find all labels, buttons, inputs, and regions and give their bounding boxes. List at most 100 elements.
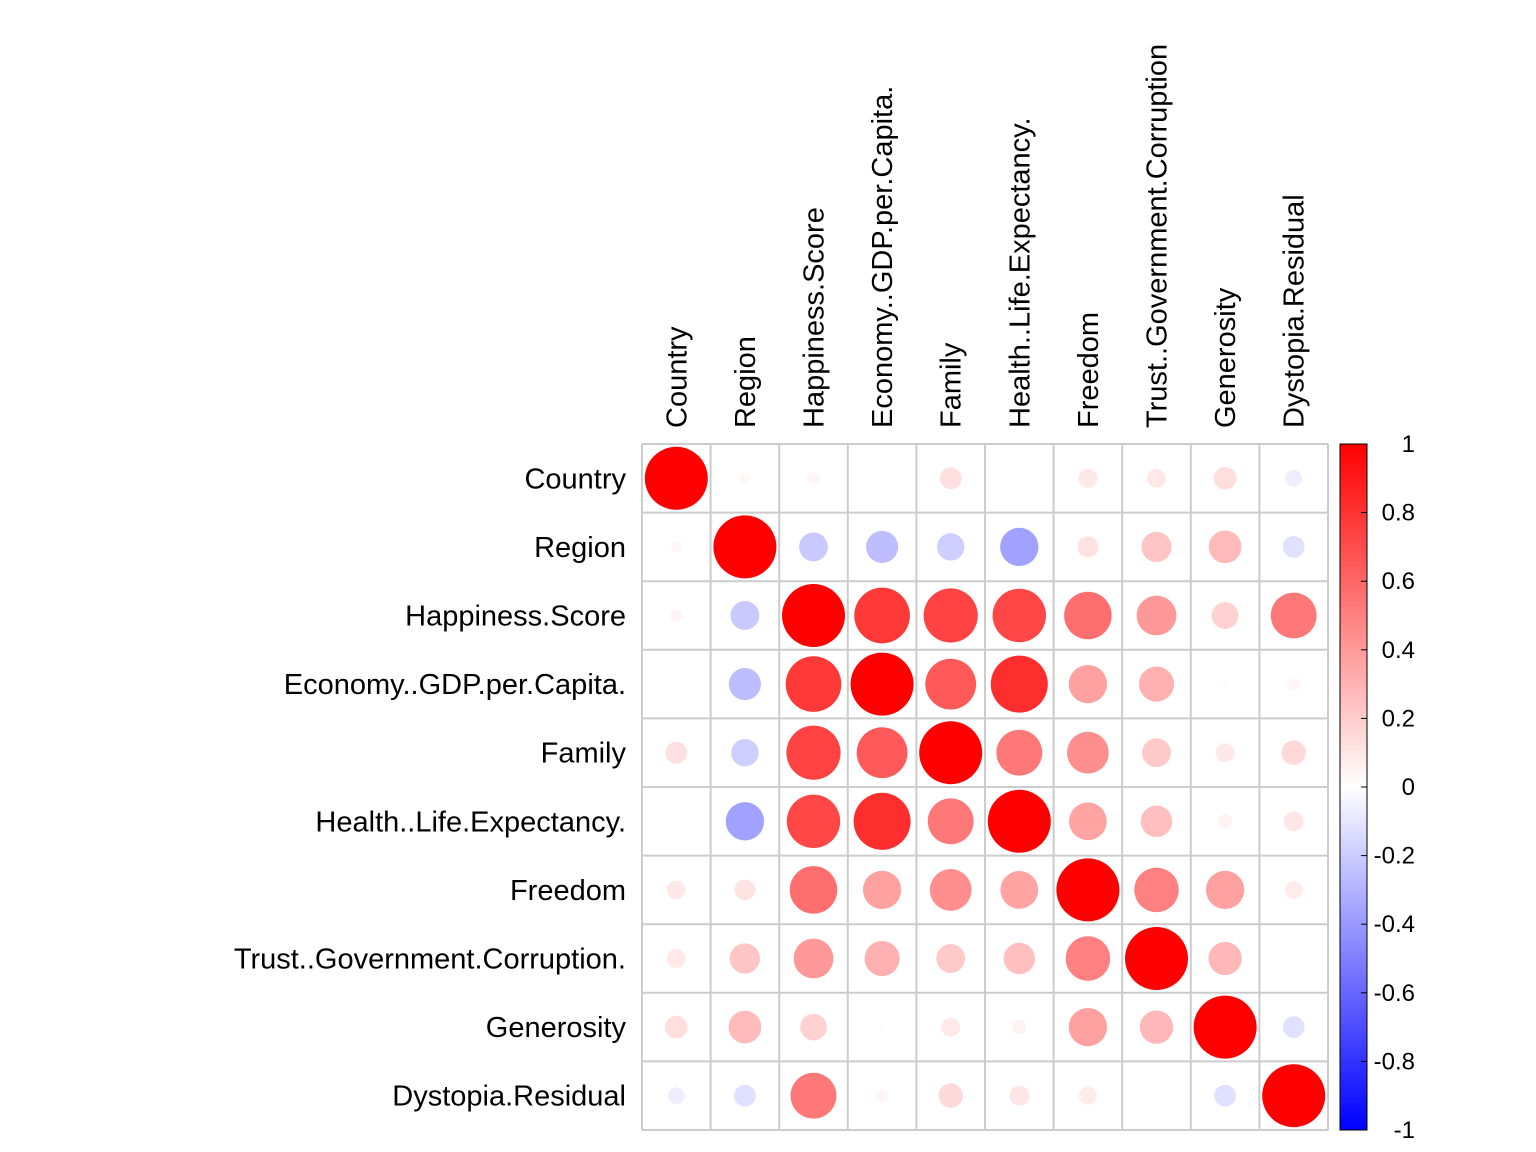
correlation-circle [1262, 1064, 1326, 1128]
correlation-circle [670, 609, 683, 622]
row-label: Generosity [486, 1012, 627, 1044]
correlation-circle [941, 1017, 961, 1037]
correlation-circle [936, 944, 966, 973]
column-label: Family [936, 342, 968, 428]
correlation-circle [1009, 1085, 1030, 1106]
cell-grid [641, 443, 1329, 1131]
colorbar-tick-label: 1 [1402, 431, 1415, 458]
colorbar-tick-label: 0.4 [1382, 637, 1415, 664]
colorbar-tick-label: 0.2 [1382, 705, 1415, 732]
correlation-circle [670, 541, 682, 553]
correlation-circle [1283, 811, 1304, 832]
correlation-circle [730, 601, 760, 630]
correlation-circle [728, 668, 761, 701]
correlation-circle [929, 869, 972, 911]
correlation-circle [854, 587, 910, 644]
row-label: Health..Life.Expectancy. [315, 806, 626, 838]
correlation-circle [1205, 870, 1245, 910]
correlation-circle [1193, 995, 1257, 1059]
correlation-circle [786, 725, 841, 780]
row-labels: Country Region Happiness.Score Economy..GDP… [234, 463, 627, 1112]
correlation-circle [793, 938, 834, 979]
correlation-circle [1000, 527, 1039, 567]
correlation-circle [1218, 814, 1233, 829]
correlation-circle [1284, 880, 1303, 899]
correlation-circle [1270, 592, 1317, 639]
correlation-circle [1213, 466, 1237, 490]
correlation-circle [1282, 1016, 1305, 1039]
correlation-circle [1003, 942, 1036, 975]
correlation-circle [1211, 602, 1239, 629]
correlation-circle [725, 802, 765, 841]
correlation-circle [1285, 469, 1303, 487]
correlation-circle [927, 798, 974, 845]
row-label: Region [534, 532, 626, 564]
correlation-circle [734, 879, 756, 901]
correlation-circle [1215, 743, 1235, 763]
correlation-circle [853, 792, 911, 850]
correlation-circle [856, 727, 908, 779]
correlation-circle [667, 1087, 685, 1105]
correlation-circle [785, 656, 842, 712]
correlation-circle [925, 658, 977, 710]
correlation-circle [1134, 867, 1179, 913]
row-label: Happiness.Score [405, 601, 626, 633]
row-label: Family [541, 738, 627, 770]
correlation-circle [664, 1015, 688, 1039]
correlation-circle [728, 1010, 762, 1044]
correlation-circle [799, 532, 828, 562]
colorbar-tick-label: -0.4 [1374, 911, 1415, 938]
correlation-circle [923, 588, 978, 643]
correlation-circle [939, 467, 962, 490]
row-label: Economy..GDP.per.Capita. [284, 669, 626, 701]
column-label: Dystopia.Residual [1279, 194, 1311, 428]
colorbar-tick-label: 0 [1402, 774, 1415, 801]
correlation-circle [1147, 468, 1166, 488]
correlation-circle [1136, 595, 1177, 636]
correlation-circle [1067, 731, 1109, 774]
correlation-circles [644, 446, 1326, 1128]
correlation-circle [1077, 536, 1099, 558]
correlation-circle [1068, 664, 1108, 704]
correlation-circle [1068, 1007, 1108, 1047]
correlation-circle [878, 1023, 886, 1031]
correlation-circle [938, 1083, 963, 1108]
correlation-circle [731, 738, 759, 767]
correlation-circle [1078, 468, 1098, 488]
correlation-circle [1287, 677, 1300, 691]
colorbar-tick-label: -1 [1394, 1117, 1415, 1144]
correlation-circle [1064, 591, 1112, 640]
column-label: Happiness.Score [799, 207, 831, 428]
colorbar: 1 0.8 0.6 0.4 0.2 0 -0.2 -0.4 -0.6 -0.8 -1 [1339, 431, 1415, 1144]
column-label: Country [661, 326, 693, 428]
correlation-circle [1056, 858, 1120, 922]
correlation-circle [1000, 871, 1039, 909]
column-label: Generosity [1210, 287, 1242, 428]
row-label: Country [524, 463, 626, 495]
correlation-circle [1125, 927, 1188, 990]
correlation-circle [1142, 738, 1171, 768]
correlation-circle [1221, 680, 1229, 688]
correlation-circle [990, 655, 1048, 713]
correlation-circle [782, 584, 845, 647]
correlation-circle [1141, 531, 1172, 563]
correlation-circle [713, 515, 777, 579]
correlation-circle [1281, 740, 1306, 765]
correlation-circle [936, 533, 965, 561]
correlation-circle [1214, 1084, 1237, 1107]
colorbar-tick-label: -0.2 [1374, 843, 1415, 870]
column-labels: Country Region Happiness.Score Economy..GDP… [661, 44, 1310, 428]
correlation-circle [1140, 805, 1173, 838]
correlation-circle [1282, 535, 1305, 558]
column-label: Economy..GDP.per.Capita. [867, 86, 899, 428]
correlation-circle [919, 721, 983, 785]
column-label: Freedom [1073, 312, 1105, 428]
correlation-circle [807, 472, 820, 485]
correlation-circle [864, 940, 900, 977]
correlation-circle [790, 1072, 837, 1119]
colorbar-tick-label: -0.6 [1374, 980, 1415, 1007]
correlation-circle [850, 652, 914, 716]
correlation-circle [666, 880, 686, 900]
